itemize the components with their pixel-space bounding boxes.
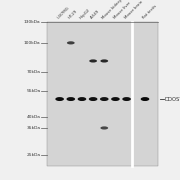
Ellipse shape	[66, 97, 75, 101]
Text: 130kDa: 130kDa	[24, 20, 40, 24]
Text: 100kDa: 100kDa	[24, 41, 40, 45]
Text: 25kDa: 25kDa	[26, 153, 40, 157]
Text: Rat testis: Rat testis	[142, 4, 158, 20]
Text: 55kDa: 55kDa	[26, 89, 40, 93]
Text: A-549: A-549	[90, 9, 101, 20]
Ellipse shape	[89, 59, 97, 62]
Text: 35kDa: 35kDa	[26, 126, 40, 130]
Ellipse shape	[122, 97, 131, 101]
Ellipse shape	[111, 97, 120, 101]
Ellipse shape	[67, 41, 75, 44]
Ellipse shape	[141, 97, 149, 101]
Text: 70kDa: 70kDa	[27, 70, 40, 74]
Text: DDOST: DDOST	[165, 96, 180, 102]
Ellipse shape	[55, 97, 64, 101]
Ellipse shape	[100, 97, 109, 101]
Ellipse shape	[100, 126, 108, 130]
Ellipse shape	[100, 59, 108, 62]
Bar	[47, 22, 158, 166]
Ellipse shape	[78, 97, 86, 101]
Text: Mouse kidney: Mouse kidney	[102, 0, 123, 20]
Text: Mouse liver: Mouse liver	[113, 1, 131, 20]
Ellipse shape	[89, 97, 97, 101]
Text: Mouse brain: Mouse brain	[124, 0, 144, 20]
Text: HT-29: HT-29	[68, 9, 79, 20]
Text: U-87MG: U-87MG	[57, 6, 71, 20]
Text: 40kDa: 40kDa	[27, 115, 40, 119]
Text: HepG2: HepG2	[79, 8, 91, 20]
